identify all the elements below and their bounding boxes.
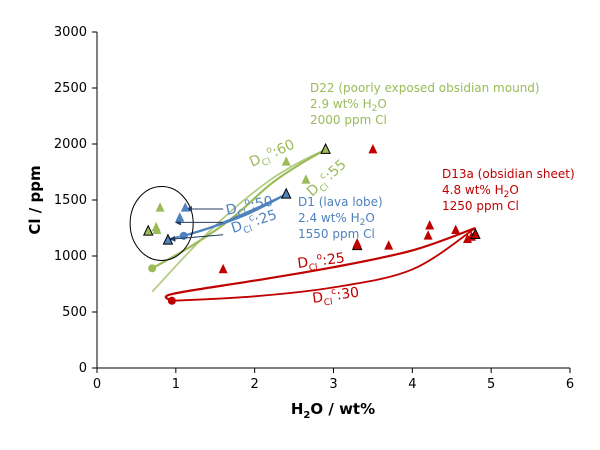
- y-axis-label: Cl / ppm: [26, 165, 44, 234]
- x-axis-label-sub: 2: [303, 410, 310, 421]
- x-tick-label: 2: [251, 377, 259, 392]
- annotation-d13a-line3: 1250 ppm Cl: [442, 199, 519, 213]
- green-data-point: [142, 224, 154, 236]
- green-data-point: [155, 202, 165, 212]
- blue-data-point: [180, 202, 190, 212]
- ellipse-and-arrows: [129, 186, 224, 261]
- x-axis-label: H2O / wt%: [291, 400, 375, 421]
- annotation-d1-line3: 1550 ppm Cl: [298, 227, 375, 241]
- x-tick-label: 0: [93, 377, 101, 392]
- red-model-curve: [171, 227, 476, 302]
- curve-label-red-c: DClc:30: [311, 284, 360, 310]
- red-data-point: [384, 240, 394, 250]
- blue-data-point: [280, 187, 292, 199]
- green-start-point: [148, 264, 157, 273]
- red-data-point: [451, 224, 461, 234]
- red-data-point: [218, 263, 228, 274]
- green-data-point: [301, 174, 311, 184]
- curve-label-red-o: DClo:25: [296, 249, 346, 275]
- red-data-point: [352, 238, 362, 248]
- curve-label-blue-o: DClo:50: [224, 192, 275, 221]
- red-start-point: [167, 296, 176, 305]
- data-markers: [142, 142, 481, 274]
- green-model-curve: [151, 148, 326, 293]
- model-curves: [148, 148, 476, 305]
- x-tick-label: 3: [329, 377, 337, 392]
- annotation-d22-line1: D22 (poorly exposed obsidian mound): [310, 81, 540, 95]
- green-model-curve: [151, 148, 327, 270]
- ticks: 0 1 2 3 4 5 6 0 500 1000 1500 2000 2500 3000: [54, 25, 574, 392]
- red-model-curve: [164, 226, 476, 302]
- x-tick-label: 1: [172, 377, 180, 392]
- x-tick-label: 4: [408, 377, 416, 392]
- y-tick-label: 2500: [54, 81, 87, 96]
- x-tick-label: 5: [487, 377, 495, 392]
- x-tick-label: 6: [566, 377, 574, 392]
- annotation-d1-line2: 2.4 wt% H2O: [298, 211, 375, 228]
- y-tick-label: 1000: [54, 249, 87, 264]
- annotation-d22-line2: 2.9 wt% H2O: [310, 97, 387, 114]
- pointer-arrow: [169, 234, 224, 242]
- blue-data-point: [175, 212, 185, 222]
- annotation-d13a: D13a (obsidian sheet) 4.8 wt% H2O 1250 p…: [442, 167, 575, 213]
- red-data-point: [425, 220, 435, 230]
- annotation-d22: D22 (poorly exposed obsidian mound) 2.9 …: [310, 81, 540, 127]
- red-data-point: [368, 143, 378, 154]
- y-tick-label: 3000: [54, 25, 87, 40]
- annotation-d22-line3: 2000 ppm Cl: [310, 113, 387, 127]
- annotation-d13a-line2: 4.8 wt% H2O: [442, 183, 519, 200]
- curve-label-blue-c: DClc:25: [229, 206, 280, 240]
- annotation-d1-line1: D1 (lava lobe): [298, 195, 383, 209]
- y-tick-label: 0: [79, 361, 87, 376]
- red-data-point: [470, 227, 481, 239]
- y-tick-label: 2000: [54, 137, 87, 152]
- blue-data-point: [162, 233, 174, 245]
- highlight-ellipse: [129, 186, 194, 261]
- y-tick-label: 1500: [54, 193, 87, 208]
- green-data-point: [281, 156, 291, 166]
- red-data-point: [423, 230, 433, 240]
- annotation-d1: D1 (lava lobe) 2.4 wt% H2O 1550 ppm Cl: [298, 195, 383, 241]
- annotation-d13a-line1: D13a (obsidian sheet): [442, 167, 575, 181]
- green-data-point: [320, 142, 331, 154]
- y-tick-label: 500: [62, 305, 87, 320]
- green-data-point: [152, 224, 162, 234]
